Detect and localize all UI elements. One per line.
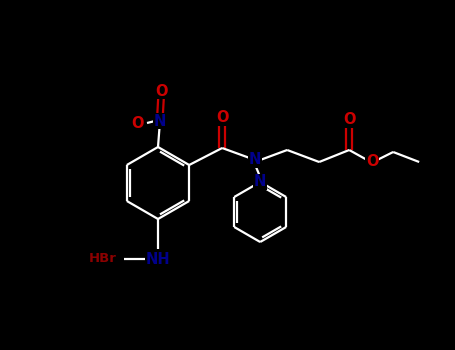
Text: N: N: [249, 153, 261, 168]
Text: O: O: [366, 154, 379, 169]
Text: O: O: [132, 116, 144, 131]
Text: N: N: [254, 175, 266, 189]
Text: HBr: HBr: [89, 252, 117, 266]
Text: NH: NH: [146, 252, 170, 266]
Text: N: N: [154, 113, 166, 128]
Text: O: O: [343, 112, 355, 126]
Text: O: O: [216, 110, 228, 125]
Text: O: O: [155, 84, 167, 98]
